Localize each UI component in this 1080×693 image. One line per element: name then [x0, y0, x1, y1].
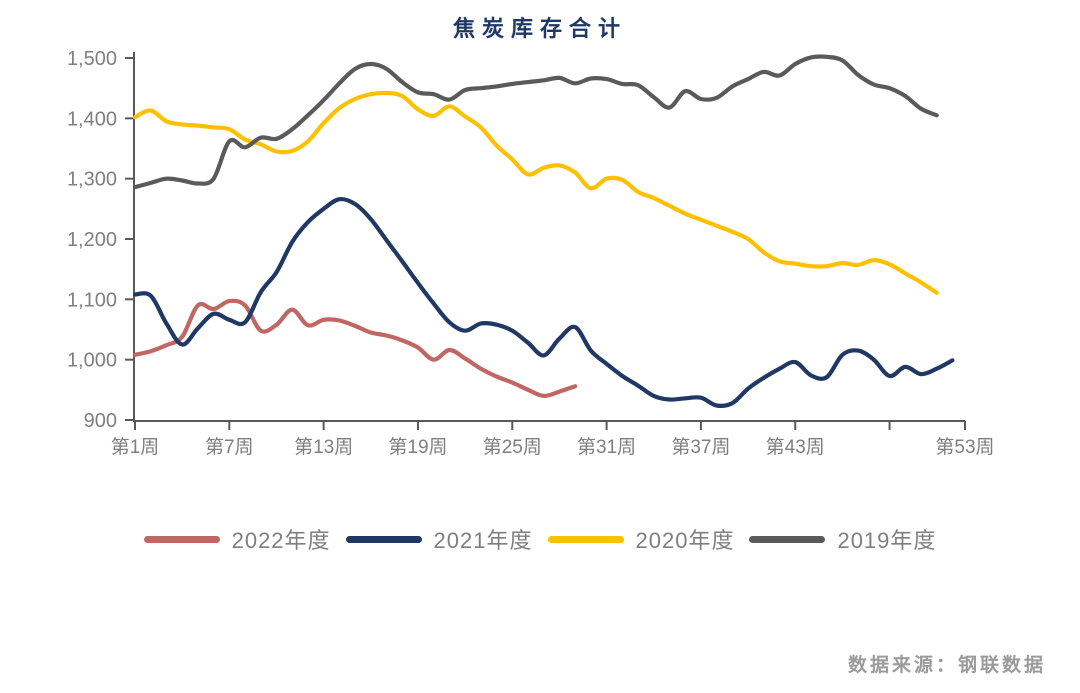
x-tick-label: 第7周	[205, 436, 254, 458]
x-tick-label: 第53周	[935, 436, 994, 458]
series-line-2022年度	[132, 298, 578, 399]
legend-item-2021年度: 2021年度	[345, 523, 533, 555]
series-line-2020年度	[132, 90, 939, 295]
x-tick-label: 第25周	[483, 436, 542, 458]
y-tick-label: 900	[84, 410, 117, 432]
x-tick-label: 第37周	[671, 436, 730, 458]
series-line-2019年度	[132, 54, 939, 190]
legend-swatch	[547, 535, 624, 543]
legend-swatch	[345, 535, 422, 543]
legend-label: 2020年度	[635, 528, 735, 553]
y-tick-label: 1,200	[67, 229, 117, 251]
x-tick-label: 第13周	[294, 436, 353, 458]
data-source-note: 数据来源：钢联数据	[847, 654, 1046, 676]
legend-label: 2022年度	[231, 528, 331, 553]
y-tick-label: 1,400	[67, 108, 117, 130]
legend-label: 2021年度	[433, 528, 533, 553]
y-tick-label: 1,000	[67, 350, 117, 372]
legend-swatch	[143, 535, 220, 543]
x-tick-label: 第43周	[766, 436, 825, 458]
x-tick-label: 第1周	[111, 436, 160, 458]
legend-item-2020年度: 2020年度	[547, 523, 735, 555]
chart-legend: 2022年度 2021年度 2020年度 2019年度	[0, 523, 1080, 555]
y-tick-label: 1,100	[67, 289, 117, 311]
x-tick-label: 第31周	[577, 436, 636, 458]
legend-swatch	[749, 535, 826, 543]
y-tick-label: 1,500	[67, 48, 117, 70]
chart-title: 焦炭库存合计	[452, 16, 627, 42]
legend-label: 2019年度	[837, 528, 937, 553]
x-tick-label: 第19周	[388, 436, 447, 458]
y-tick-label: 1,300	[67, 169, 117, 191]
legend-item-2022年度: 2022年度	[143, 523, 331, 555]
series-line-2021年度	[132, 196, 955, 408]
line-chart: 900 1,000 1,100 1,200 1,300 1,400 1,500 第1周 第7周 第…	[67, 48, 995, 458]
legend-item-2019年度: 2019年度	[749, 523, 936, 555]
